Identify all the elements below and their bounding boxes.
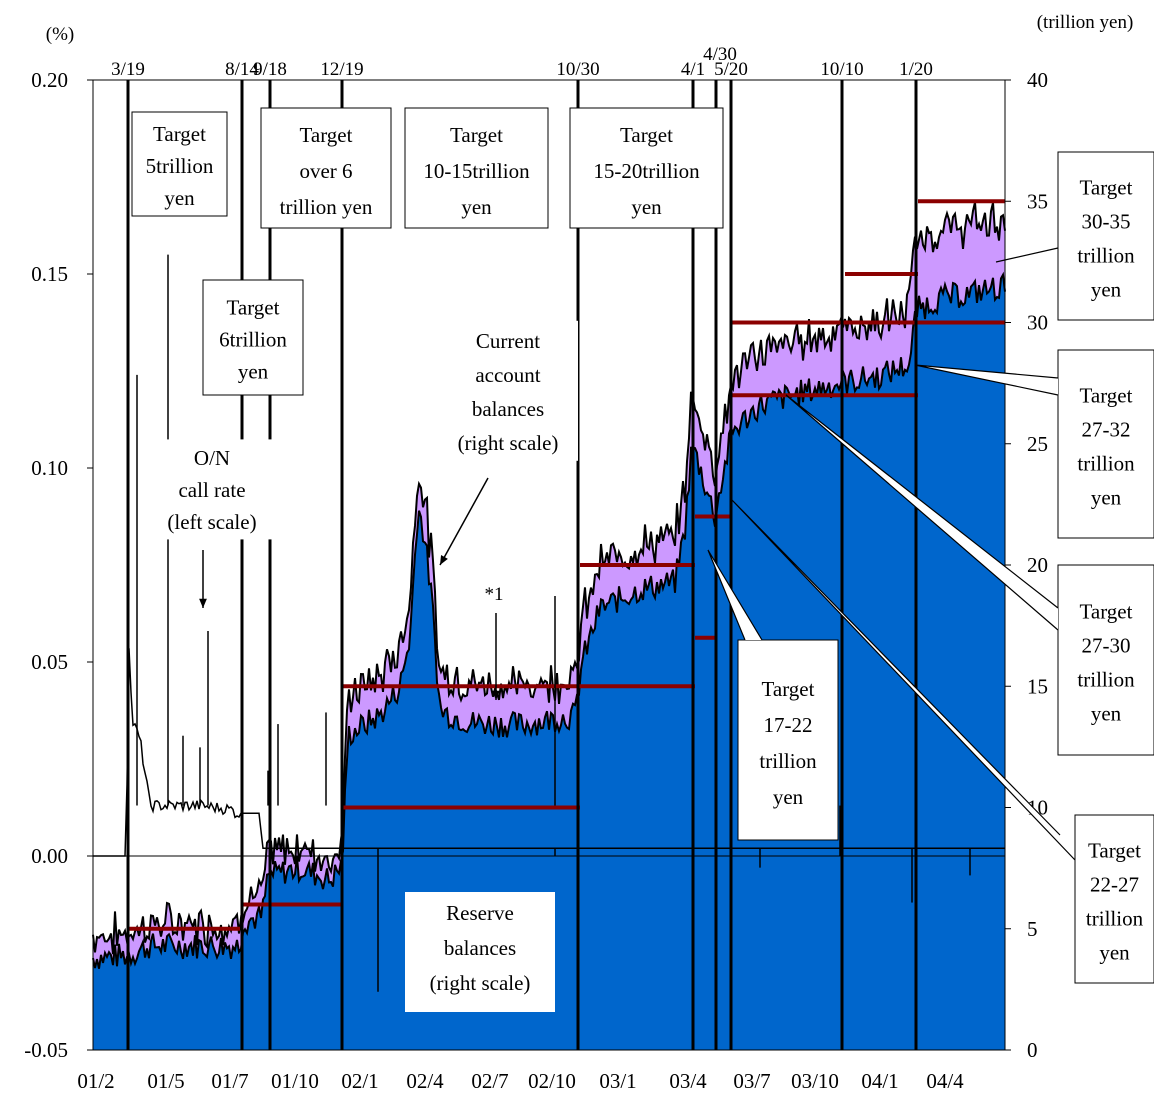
event-label: 4/1 — [681, 59, 705, 80]
target-lines — [128, 199, 1005, 931]
event-label: 9/18 — [253, 59, 287, 80]
target-6-box — [202, 279, 304, 396]
right-tick-label: 35 — [1027, 189, 1048, 213]
target-30-35-text: Target 30-35 trillion yen — [1077, 176, 1135, 302]
event-label: 8/14 — [225, 59, 259, 80]
callout-pointer — [995, 247, 1059, 263]
target-over6-text: Target over 6 trillion yen — [280, 123, 373, 219]
target-5-box — [131, 111, 228, 217]
right-tick-label: 15 — [1027, 674, 1048, 698]
right-tick-label: 5 — [1027, 917, 1038, 941]
current-account-arrow — [439, 477, 489, 566]
call-rate-layer — [93, 235, 1005, 992]
call-rate-label: O/N call rate (left scale) — [167, 446, 256, 534]
target-27-30-text: Target 27-30 trillion yen — [1077, 600, 1135, 726]
target-15-20-box — [569, 107, 724, 229]
x-tick-label: 03/1 — [599, 1069, 636, 1093]
note-label: *1 — [485, 584, 504, 605]
callout-pointer — [731, 499, 1076, 861]
left-axis-unit: (%) — [46, 24, 74, 45]
x-tick-label: 01/7 — [211, 1069, 248, 1093]
x-tick-label: 02/7 — [471, 1069, 508, 1093]
target-10-15-box — [404, 107, 549, 229]
target-27-30-box — [1057, 564, 1154, 756]
event-label: 5/20 — [714, 59, 748, 80]
target-15-20-text: Target 15-20trillion yen — [593, 123, 700, 219]
x-tick-label: 01/5 — [147, 1069, 184, 1093]
call-rate-label-bg — [152, 439, 272, 540]
target-22-27-box — [1074, 814, 1154, 984]
left-tick-label: 0.05 — [31, 650, 68, 674]
callout-pointer — [785, 394, 1059, 631]
current-account-label-bg — [438, 320, 578, 461]
target-30-35-box — [1057, 151, 1154, 321]
reserve-line — [92, 271, 1006, 969]
current-account-arrow-head — [440, 555, 448, 565]
event-label: 3/19 — [111, 59, 145, 80]
right-tick-label: 40 — [1027, 68, 1048, 92]
left-tick-label: 0.00 — [31, 844, 68, 868]
annotation-boxes: Target 5trillion yen Target 6trillion yen Targ… — [131, 107, 1154, 984]
target-5-text: Target 5trillion yen — [146, 122, 214, 210]
x-tick-label: 03/7 — [733, 1069, 770, 1093]
call-rate-arrow-head — [199, 598, 207, 608]
x-tick-label: 02/1 — [341, 1069, 378, 1093]
x-tick-label: 01/2 — [77, 1069, 114, 1093]
callout-pointer — [914, 364, 1059, 396]
x-tick-label: 01/10 — [271, 1069, 319, 1093]
target-17-22-text: Target 17-22 trillion yen — [759, 677, 817, 809]
left-tick-label: 0.10 — [31, 456, 68, 480]
target-17-22-box — [737, 639, 839, 841]
right-tick-label: 0 — [1027, 1038, 1038, 1062]
x-tick-label: 02/10 — [528, 1069, 576, 1093]
annotation-labels: O/N call rate (left scale) Current account ba… — [152, 320, 578, 1012]
reserve-label-bg — [405, 892, 555, 1012]
x-tick-label: 02/4 — [406, 1069, 444, 1093]
right-tick-label: 20 — [1027, 553, 1048, 577]
current-account-label: Current account balances (right scale) — [458, 329, 559, 455]
target-22-27-text: Target 22-27 trillion yen — [1086, 839, 1144, 965]
event-label: 10/10 — [820, 59, 863, 80]
x-tick-label: 03/4 — [669, 1069, 707, 1093]
target-27-32-text: Target 27-32 trillion yen — [1077, 384, 1135, 510]
note-arrow-head — [492, 690, 500, 700]
current-account-line — [92, 201, 1006, 955]
left-tick-label: 0.20 — [31, 68, 68, 92]
event-label: 1/20 — [899, 59, 933, 80]
x-tick-label: 04/4 — [926, 1069, 964, 1093]
target-27-32-box — [1057, 349, 1154, 539]
target-over6-box — [260, 107, 392, 229]
right-tick-label: 30 — [1027, 311, 1048, 335]
call-rate-line — [93, 648, 1005, 857]
right-axis-unit: (trillion yen) — [1037, 12, 1134, 33]
axes: (%) (trillion yen) 0.20 0.15 0.10 0.05 0.00 -0.… — [24, 12, 1133, 1093]
event-label: 10/30 — [556, 59, 599, 80]
event-label: 12/19 — [320, 59, 363, 80]
left-tick-label: -0.05 — [24, 1038, 68, 1062]
callout-pointer — [707, 549, 763, 641]
left-tick-label: 0.15 — [31, 262, 68, 286]
target-10-15-text: Target 10-15trillion yen — [423, 123, 530, 219]
x-tick-label: 04/1 — [861, 1069, 898, 1093]
event-label: 4/30 — [703, 44, 737, 65]
target-6-text: Target 6trillion yen — [219, 295, 287, 383]
x-tick-label: 03/10 — [791, 1069, 839, 1093]
right-tick-label: 25 — [1027, 432, 1048, 456]
reserve-label: Reserve balances (right scale) — [430, 901, 531, 995]
